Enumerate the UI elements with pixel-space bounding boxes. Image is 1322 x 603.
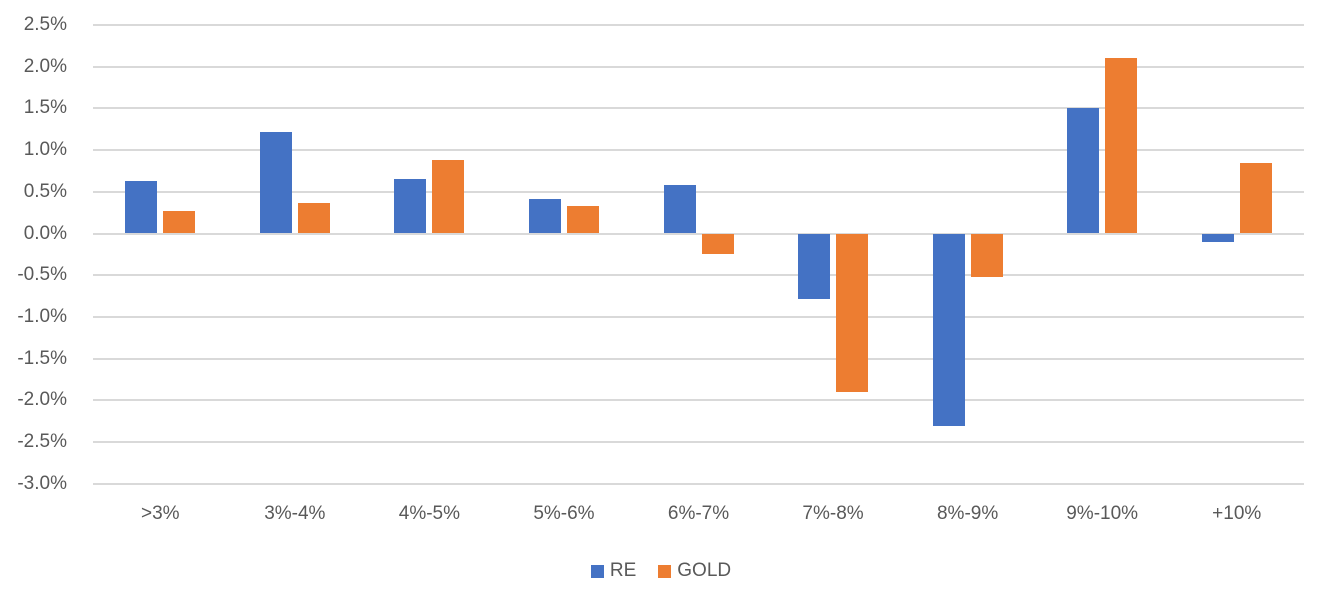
y-tick-label: -2.5% bbox=[17, 431, 67, 452]
bar-gold-+10% bbox=[1239, 163, 1272, 234]
bar-re-8%-9% bbox=[932, 233, 965, 427]
bar-re-6%-7% bbox=[663, 185, 696, 234]
legend: RE GOLD bbox=[0, 560, 1322, 582]
bar-re-4%-5% bbox=[394, 179, 427, 234]
bar-re-7%-8% bbox=[798, 233, 831, 299]
y-tick-label: -2.0% bbox=[17, 389, 67, 411]
y-tick-label: -1.0% bbox=[17, 305, 67, 327]
bar-gold-8%-9% bbox=[970, 233, 1003, 277]
bar-gold-7%-8% bbox=[836, 233, 869, 392]
gridline bbox=[93, 315, 1304, 318]
legend-item-gold: GOLD bbox=[658, 560, 731, 582]
bar-re-+10% bbox=[1201, 233, 1234, 242]
y-tick-label: 1.0% bbox=[23, 139, 67, 161]
x-category-label: 8%-9% bbox=[936, 503, 999, 524]
gridline bbox=[93, 190, 1304, 193]
x-category-label: 4%-5% bbox=[398, 503, 460, 524]
gridline bbox=[93, 357, 1304, 360]
bar-gold-3%-4% bbox=[297, 203, 330, 234]
bar-gold-4%-5% bbox=[432, 160, 465, 234]
gridline bbox=[93, 399, 1304, 402]
re-swatch-icon bbox=[590, 564, 604, 578]
gridline bbox=[93, 149, 1304, 152]
x-category-label: 6%-7% bbox=[667, 503, 730, 524]
bar-re->3% bbox=[125, 180, 158, 234]
gridline bbox=[93, 441, 1304, 443]
gridline bbox=[93, 107, 1304, 110]
y-tick-label: -0.5% bbox=[17, 264, 67, 286]
bar-re-3%-4% bbox=[259, 131, 292, 234]
x-category-label: 9%-10% bbox=[1066, 503, 1139, 524]
gridline bbox=[93, 274, 1304, 277]
gridline bbox=[93, 232, 1304, 235]
gridline bbox=[93, 482, 1304, 485]
y-tick-label: 0.5% bbox=[23, 180, 67, 202]
bar-re-5%-6% bbox=[528, 199, 561, 234]
bar-re-9%-10% bbox=[1067, 108, 1100, 234]
x-category-label: +10% bbox=[1212, 503, 1262, 524]
y-tick-label: -3.0% bbox=[17, 472, 67, 494]
x-category-label: 5%-6% bbox=[533, 503, 595, 524]
y-tick-label: 2.5% bbox=[23, 14, 67, 35]
bar-gold-9%-10% bbox=[1105, 58, 1138, 234]
bar-gold-6%-7% bbox=[701, 233, 734, 255]
y-tick-label: -1.5% bbox=[17, 347, 67, 369]
legend-label-gold: GOLD bbox=[677, 560, 732, 581]
x-category-label: 3%-4% bbox=[264, 503, 326, 524]
gold-swatch-icon bbox=[658, 564, 672, 578]
bar-gold->3% bbox=[163, 210, 196, 234]
y-tick-label: 2.0% bbox=[23, 55, 67, 77]
x-category-label: 7%-8% bbox=[802, 503, 864, 524]
gridline bbox=[93, 65, 1304, 68]
bar-gold-5%-6% bbox=[566, 205, 599, 234]
y-tick-label: 1.5% bbox=[23, 97, 67, 119]
legend-label-re: RE bbox=[609, 560, 637, 581]
y-tick-label: 0.0% bbox=[23, 222, 67, 244]
legend-item-re: RE bbox=[590, 560, 637, 582]
x-category-label: >3% bbox=[140, 503, 180, 524]
gridline bbox=[93, 24, 1304, 26]
